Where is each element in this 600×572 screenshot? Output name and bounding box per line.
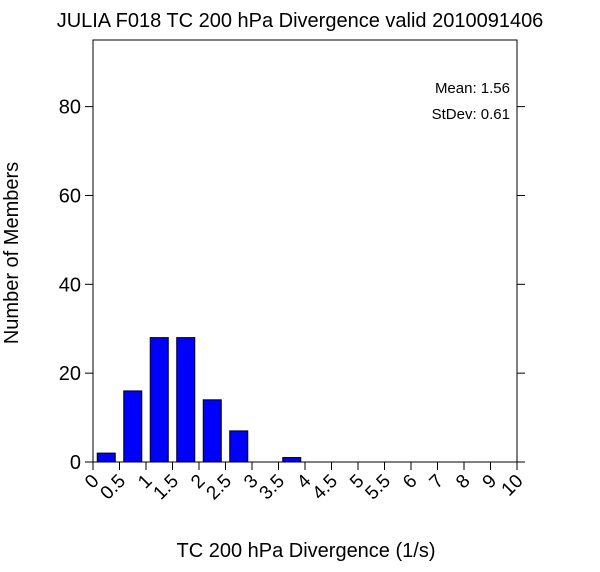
- histogram-bar: [202, 399, 222, 463]
- x-tick-label: 1.5: [150, 471, 184, 505]
- stdev-annotation: StDev: 0.61: [432, 106, 510, 123]
- y-tick-label: 20: [59, 363, 81, 385]
- mean-annotation: Mean: 1.56: [435, 80, 510, 97]
- chart-title: JULIA F018 TC 200 hPa Divergence valid 2…: [57, 10, 544, 32]
- histogram-bar: [96, 452, 116, 463]
- x-tick-label: 0.5: [97, 471, 131, 505]
- histogram-bar: [229, 430, 249, 463]
- y-tick-label: 0: [70, 452, 81, 474]
- y-tick-label: 60: [59, 185, 81, 207]
- x-tick-label: 2.5: [203, 471, 237, 505]
- histogram-bar: [123, 390, 143, 463]
- x-tick-label: 5.5: [362, 471, 396, 505]
- y-axis-label: Number of Members: [1, 162, 23, 344]
- x-tick-label: 9: [479, 471, 501, 493]
- y-tick-label: 80: [59, 97, 81, 119]
- histogram-bar: [176, 337, 196, 463]
- y-tick-label: 40: [59, 274, 81, 296]
- x-tick-label: 10: [498, 471, 528, 501]
- x-axis-label: TC 200 hPa Divergence (1/s): [176, 540, 435, 562]
- x-tick-label: 8: [452, 471, 474, 493]
- histogram-bar: [282, 457, 302, 463]
- x-tick-label: 6: [399, 471, 421, 493]
- x-tick-label: 7: [426, 471, 448, 493]
- x-tick-label: 3.5: [256, 471, 290, 505]
- x-tick-label: 4.5: [309, 471, 343, 505]
- histogram-bar: [149, 337, 169, 463]
